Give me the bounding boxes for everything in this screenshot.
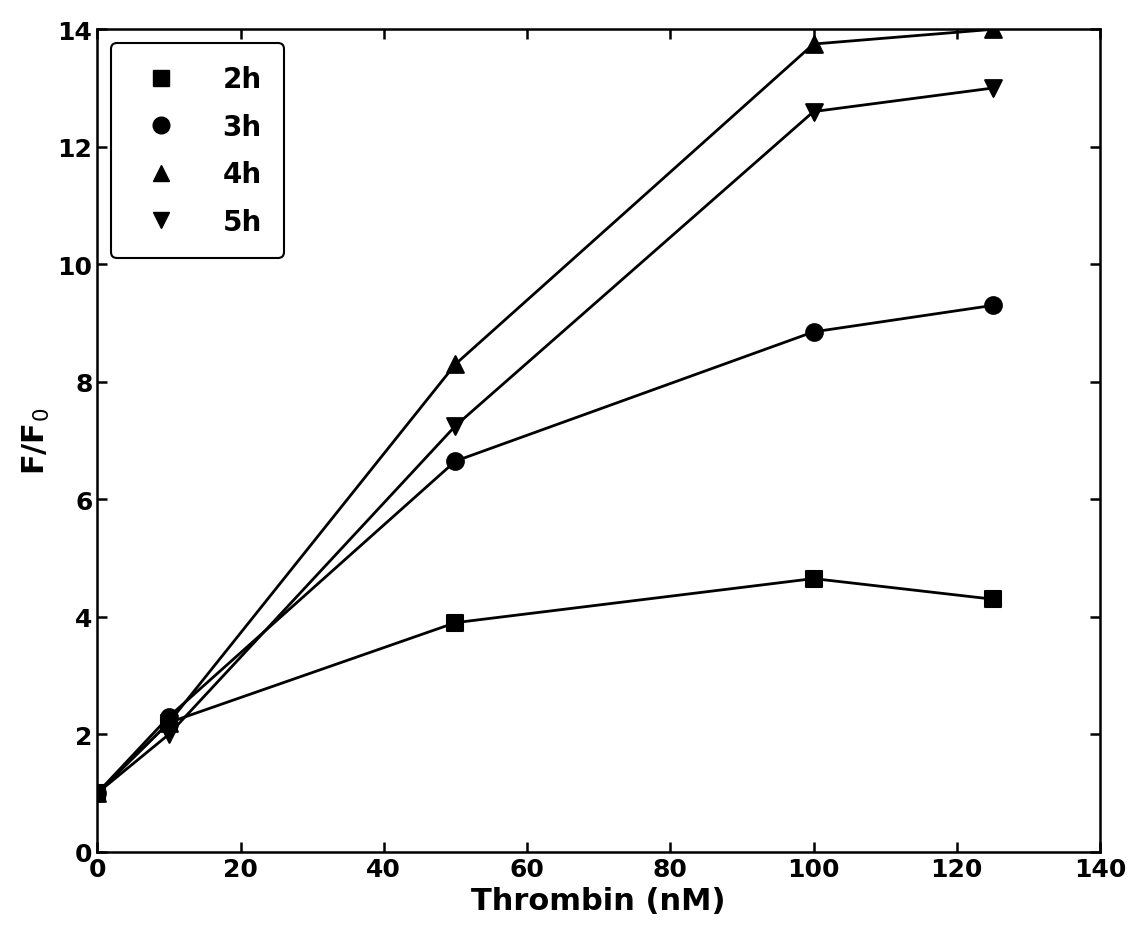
- Point: [159, 715, 178, 730]
- Point: [983, 299, 1001, 314]
- Point: [159, 727, 178, 742]
- Point: [159, 715, 178, 730]
- X-axis label: Thrombin (nM): Thrombin (nM): [471, 886, 726, 915]
- Point: [804, 105, 822, 120]
- Point: [446, 454, 465, 469]
- Point: [446, 358, 465, 373]
- Point: [446, 419, 465, 434]
- Point: [983, 22, 1001, 37]
- Point: [446, 616, 465, 631]
- Y-axis label: F/F$_0$: F/F$_0$: [21, 407, 52, 475]
- Point: [983, 592, 1001, 607]
- Point: [804, 37, 822, 52]
- Point: [804, 325, 822, 340]
- Legend: 2h, 3h, 4h, 5h: 2h, 3h, 4h, 5h: [111, 44, 283, 258]
- Point: [983, 81, 1001, 96]
- Point: [88, 785, 107, 800]
- Point: [804, 572, 822, 587]
- Point: [88, 785, 107, 800]
- Point: [88, 785, 107, 800]
- Point: [159, 709, 178, 724]
- Point: [88, 785, 107, 800]
